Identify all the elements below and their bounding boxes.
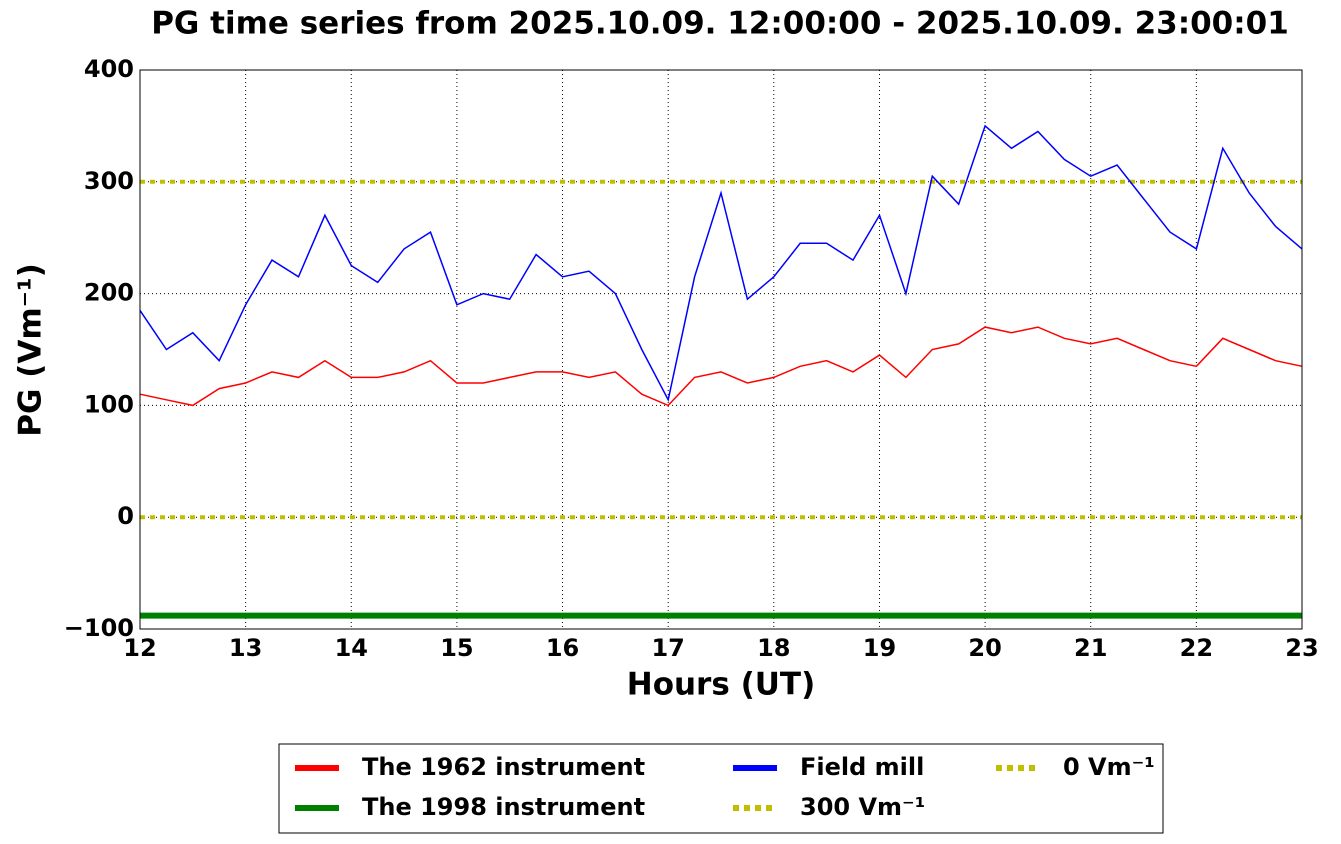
legend-box [278, 743, 1164, 834]
x-tick-label: 19 [863, 634, 896, 662]
x-tick-label: 18 [757, 634, 790, 662]
x-axis-label: Hours (UT) [627, 667, 816, 703]
x-tick-label: 20 [968, 634, 1001, 662]
legend-label: The 1962 instrument [362, 753, 645, 781]
x-tick-label: 15 [440, 634, 473, 662]
data-line [139, 124, 1303, 402]
chart-title: PG time series from 2025.10.09. 12:00:00… [151, 6, 1289, 42]
x-tick-label: 17 [651, 634, 684, 662]
legend-label: 300 Vm⁻¹ [800, 793, 925, 821]
y-tick-label: −100 [64, 614, 134, 642]
x-tick-label: 22 [1180, 634, 1213, 662]
y-axis-label: PG (Vm⁻¹) [13, 263, 49, 437]
x-tick-label: 23 [1285, 634, 1318, 662]
x-tick-label: 13 [229, 634, 262, 662]
legend-label: Field mill [800, 753, 924, 781]
y-tick-label: 300 [84, 167, 134, 195]
data-line [139, 326, 1303, 407]
x-tick-label: 16 [546, 634, 579, 662]
y-tick-label: 0 [117, 502, 134, 530]
plot-frame [139, 69, 1303, 630]
legend-label: 0 Vm⁻¹ [1063, 753, 1155, 781]
y-tick-label: 100 [84, 390, 134, 418]
y-tick-label: 200 [84, 279, 134, 307]
legend-label: The 1998 instrument [362, 793, 645, 821]
x-tick-label: 21 [1074, 634, 1107, 662]
y-tick-label: 400 [84, 55, 134, 83]
x-tick-label: 14 [335, 634, 368, 662]
x-tick-label: 12 [123, 634, 156, 662]
